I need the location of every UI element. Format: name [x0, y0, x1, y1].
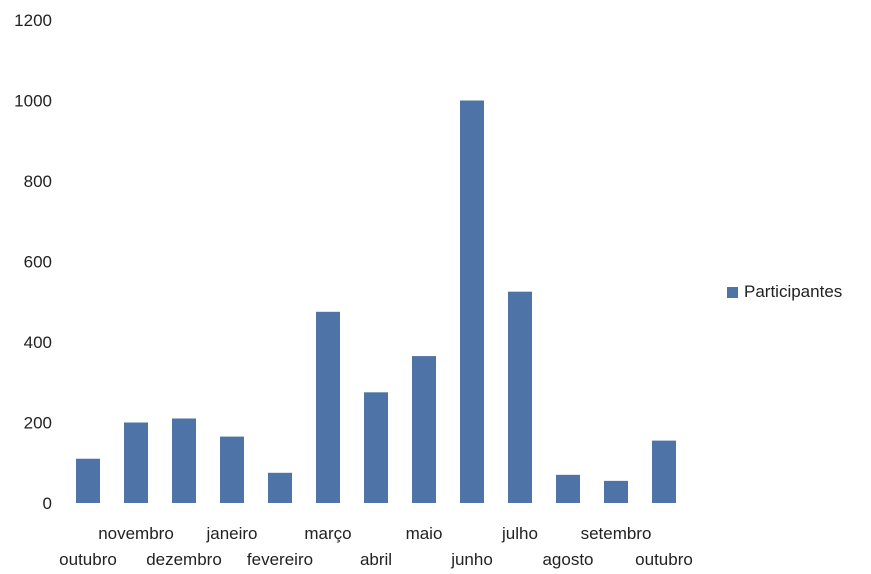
legend: Participantes [727, 282, 842, 302]
x-tick-label: agosto [542, 550, 593, 569]
x-tick-label: junho [450, 550, 493, 569]
bar [364, 392, 388, 503]
x-tick-label: março [304, 524, 351, 543]
y-tick-label: 400 [24, 333, 52, 352]
x-tick-label: outubro [59, 550, 117, 569]
x-tick-label: fevereiro [247, 550, 313, 569]
bar [124, 422, 148, 503]
bar [172, 418, 196, 503]
y-tick-label: 1200 [14, 11, 52, 30]
x-tick-label: setembro [581, 524, 652, 543]
x-tick-label: maio [406, 524, 443, 543]
y-axis: 0 200 400 600 800 1000 1200 [14, 11, 52, 513]
x-tick-label: novembro [98, 524, 174, 543]
bar [412, 356, 436, 503]
bar [316, 311, 340, 503]
bar [268, 472, 292, 503]
bars [76, 100, 676, 503]
x-axis: outubro novembro dezembro janeiro fevereiro m… [59, 524, 693, 569]
x-tick-label: dezembro [146, 550, 222, 569]
x-tick-label: janeiro [205, 524, 257, 543]
bar [220, 436, 244, 503]
y-tick-label: 0 [43, 494, 52, 513]
x-tick-label: outubro [635, 550, 693, 569]
x-tick-label: abril [360, 550, 392, 569]
bar [604, 480, 628, 503]
bar [460, 100, 484, 503]
bar [556, 474, 580, 503]
legend-label: Participantes [744, 282, 843, 301]
y-tick-label: 600 [24, 253, 52, 272]
y-tick-label: 200 [24, 414, 52, 433]
bar [652, 440, 676, 503]
x-tick-label: julho [501, 524, 538, 543]
legend-swatch [727, 286, 738, 298]
bar [76, 458, 100, 503]
bar [508, 291, 532, 503]
y-tick-label: 1000 [14, 92, 52, 111]
y-tick-label: 800 [24, 172, 52, 191]
